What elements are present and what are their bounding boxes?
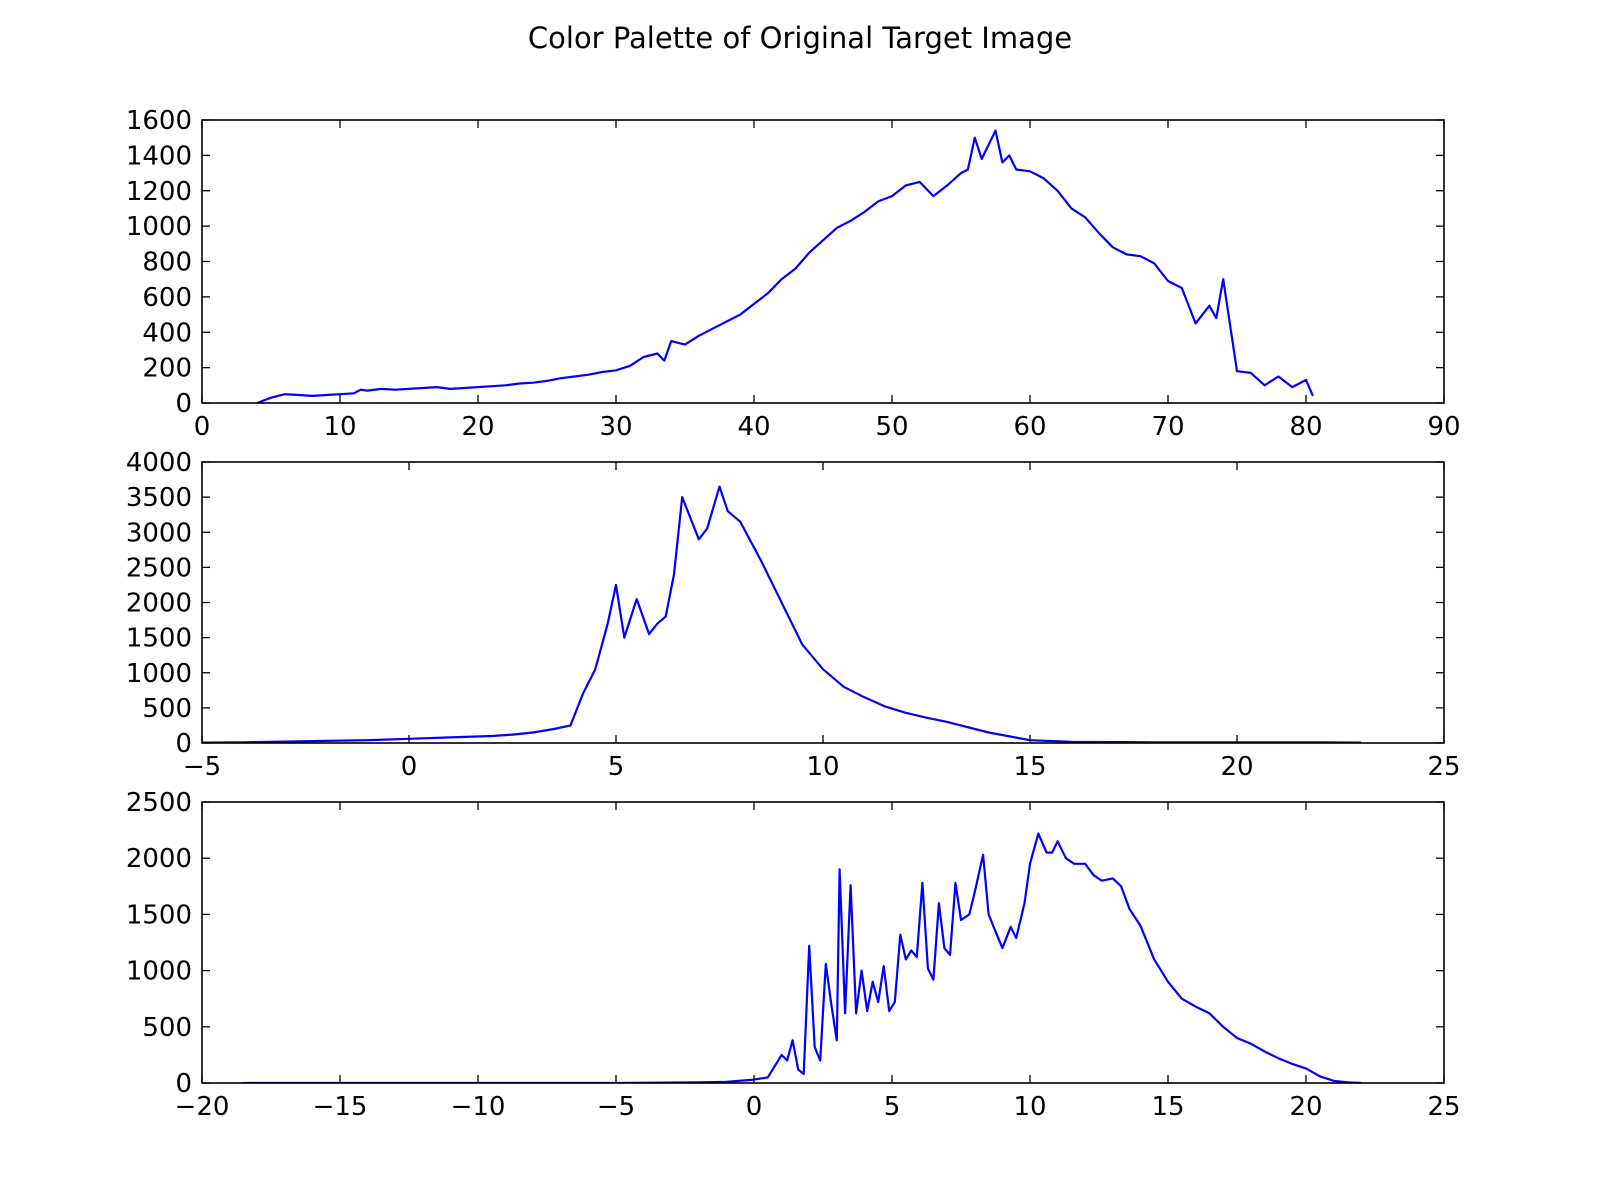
x-tick-label: −5 <box>597 1092 635 1122</box>
x-tick-label: 0 <box>746 1092 763 1122</box>
y-tick-label: 0 <box>175 1069 192 1099</box>
axes-frame <box>201 461 1445 744</box>
y-tick-label: 400 <box>142 318 192 348</box>
x-tick-label: 60 <box>1013 412 1046 442</box>
x-tick-label: 40 <box>737 412 770 442</box>
x-tick-label: 0 <box>401 752 418 782</box>
x-tick-label: −15 <box>313 1092 368 1122</box>
series-line-3 <box>243 832 1362 1083</box>
x-tick-label: 25 <box>1427 752 1460 782</box>
x-tick-label: 10 <box>1013 1092 1046 1122</box>
x-tick-label: 20 <box>461 412 494 442</box>
x-tick-label: 25 <box>1427 1092 1460 1122</box>
y-tick-label: 500 <box>142 1013 192 1043</box>
subplot-1: 0 10 20 30 40 50 60 70 80 90020040060080010001200… <box>126 106 1461 442</box>
x-tick-label: −5 <box>183 752 221 782</box>
y-tick-label: 1500 <box>126 624 192 654</box>
y-tick-label: 1000 <box>126 659 192 689</box>
y-tick-label: 600 <box>142 283 192 313</box>
y-tick-label: 4000 <box>126 448 192 478</box>
x-tick-label: 50 <box>875 412 908 442</box>
y-tick-label: 1600 <box>126 106 192 136</box>
y-tick-label: 2500 <box>126 788 192 818</box>
y-tick-label: 200 <box>142 354 192 384</box>
x-tick-label: 70 <box>1151 412 1184 442</box>
x-tick-label: 80 <box>1289 412 1322 442</box>
y-tick-label: 2000 <box>126 589 192 619</box>
y-tick-label: 1500 <box>126 900 192 930</box>
x-tick-label: 90 <box>1427 412 1460 442</box>
x-tick-label: 5 <box>608 752 625 782</box>
x-tick-label: 10 <box>323 412 356 442</box>
x-tick-label: 5 <box>884 1092 901 1122</box>
x-tick-label: 10 <box>806 752 839 782</box>
y-tick-label: 0 <box>175 389 192 419</box>
subplot-2: −5 0 5 10 15 20 250500100015002000250030003500… <box>126 448 1461 782</box>
y-tick-label: 2000 <box>126 844 192 874</box>
x-tick-label: 20 <box>1289 1092 1322 1122</box>
x-tick-label: 15 <box>1151 1092 1184 1122</box>
x-tick-label: 0 <box>194 412 211 442</box>
y-tick-label: 1000 <box>126 957 192 987</box>
series-line-2 <box>202 485 1362 743</box>
axes-frame <box>201 801 1445 1084</box>
axes-frame <box>201 119 1445 404</box>
y-tick-label: 0 <box>175 729 192 759</box>
y-tick-label: 1000 <box>126 212 192 242</box>
x-tick-label: 15 <box>1013 752 1046 782</box>
y-tick-label: 800 <box>142 248 192 278</box>
x-tick-label: −10 <box>451 1092 506 1122</box>
series-line-1 <box>256 129 1314 403</box>
figure-title: Color Palette of Original Target Image <box>528 21 1072 55</box>
y-tick-label: 3000 <box>126 518 192 548</box>
y-tick-label: 1400 <box>126 141 192 171</box>
y-tick-label: 500 <box>142 694 192 724</box>
subplot-3: −20 −15 −10 −5 0 5 10 15 20 25 0 500 1000 1500 2000 250… <box>126 788 1461 1122</box>
y-tick-label: 2500 <box>126 553 192 583</box>
y-tick-label: 1200 <box>126 177 192 207</box>
x-tick-label: 20 <box>1220 752 1253 782</box>
x-tick-label: 30 <box>599 412 632 442</box>
y-tick-label: 3500 <box>126 483 192 513</box>
x-tick-label: −20 <box>175 1092 230 1122</box>
